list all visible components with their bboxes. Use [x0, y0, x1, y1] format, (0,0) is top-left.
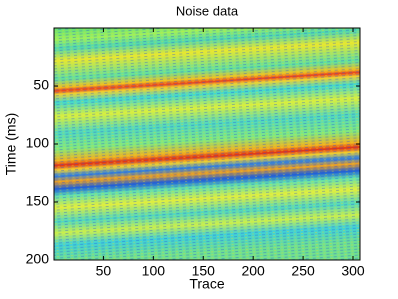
chart-title: Noise data: [176, 3, 239, 18]
x-tick-label: 200: [241, 263, 265, 279]
x-tick-label: 250: [291, 263, 315, 279]
x-tick-label: 100: [142, 263, 166, 279]
y-tick-label: 150: [26, 193, 50, 209]
x-tick-label: 300: [341, 263, 365, 279]
x-axis-label: Trace: [189, 276, 224, 292]
x-tick-label: 50: [96, 263, 112, 279]
plot-area: [53, 27, 361, 261]
y-tick-label: 200: [26, 251, 50, 267]
image-texture: [54, 28, 360, 260]
y-tick-label: 100: [26, 135, 50, 151]
x-tick-label: 150: [192, 263, 216, 279]
y-tick-label: 50: [33, 77, 49, 93]
y-axis-label: Time (ms): [3, 113, 19, 175]
